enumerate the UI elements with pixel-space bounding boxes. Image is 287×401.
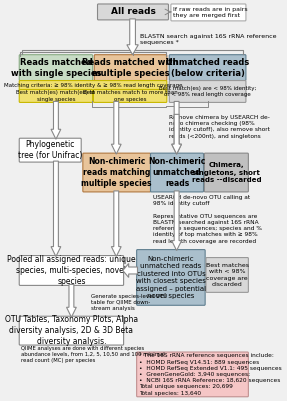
Text: Best match(es) match(es) to
single species: Best match(es) match(es) to single speci… xyxy=(16,90,96,101)
FancyBboxPatch shape xyxy=(150,153,203,192)
FancyBboxPatch shape xyxy=(19,89,93,102)
Text: Reads matched
with single species: Reads matched with single species xyxy=(11,58,101,78)
FancyBboxPatch shape xyxy=(19,316,124,345)
Polygon shape xyxy=(67,284,76,317)
FancyBboxPatch shape xyxy=(137,249,205,305)
Polygon shape xyxy=(172,101,181,154)
Text: Remove chimera by USEARCH de-
novo chimera checking (98%
identity cutoff), also : Remove chimera by USEARCH de- novo chime… xyxy=(169,115,270,139)
Text: Non-chimeric
unmatched reads
clustered into OTUs
with closest species
assigned –: Non-chimeric unmatched reads clustered i… xyxy=(136,256,206,299)
Polygon shape xyxy=(123,263,137,277)
Text: Representative OTU sequences are
BLASTN-searched against 16S rRNA
reference sequ: Representative OTU sequences are BLASTN-… xyxy=(153,214,261,244)
Polygon shape xyxy=(111,101,121,154)
FancyBboxPatch shape xyxy=(19,255,124,286)
Text: Non-chimeric
unmatched
reads: Non-chimeric unmatched reads xyxy=(148,157,206,188)
Polygon shape xyxy=(51,161,61,257)
Text: Unmatched reads
(below criteria): Unmatched reads (below criteria) xyxy=(166,58,249,78)
Text: Best match(es) are < 98% identity;
or < 98% read length coverage: Best match(es) are < 98% identity; or < … xyxy=(159,86,256,97)
Polygon shape xyxy=(111,191,121,257)
Text: QIIME analyses are done with different species
abundance levels, from 1,2, 5, 10: QIIME analyses are done with different s… xyxy=(21,346,165,363)
FancyBboxPatch shape xyxy=(169,55,246,81)
Text: * The 16S rRNA reference sequences include:
•  HOMD RefSeq V14.51: 889 sequences: * The 16S rRNA reference sequences inclu… xyxy=(139,353,282,395)
Text: Generate species-level OTU
table for QIIME down-
stream analysis: Generate species-level OTU table for QII… xyxy=(91,294,168,311)
FancyBboxPatch shape xyxy=(19,55,93,81)
Text: Non-chimeric
reads matching
multiple species: Non-chimeric reads matching multiple spe… xyxy=(82,157,152,188)
Text: If raw reads are in pairs
they are merged first: If raw reads are in pairs they are merge… xyxy=(173,7,248,18)
FancyBboxPatch shape xyxy=(94,89,167,102)
Text: USEARCH de-novo OTU calling at
98% identity cutoff: USEARCH de-novo OTU calling at 98% ident… xyxy=(153,195,250,207)
FancyBboxPatch shape xyxy=(169,81,246,102)
Text: BLASTN search against 16S rRNA reference
sequences *: BLASTN search against 16S rRNA reference… xyxy=(140,34,277,45)
FancyBboxPatch shape xyxy=(206,257,248,292)
Text: Phylogenetic
tree (for Unifrac): Phylogenetic tree (for Unifrac) xyxy=(18,140,82,160)
Text: Reads matched with
multiple species: Reads matched with multiple species xyxy=(82,58,179,78)
Text: Best matches match to more than
one species: Best matches match to more than one spec… xyxy=(83,90,177,101)
Text: Chimera,
singletons, short
reads --discarded: Chimera, singletons, short reads --disca… xyxy=(191,162,261,183)
Text: Matching criteria: ≥ 98% identity & ≥ 98% read length coverage: Matching criteria: ≥ 98% identity & ≥ 98… xyxy=(4,83,182,88)
Text: Best matches
with < 98%
coverage are
discarded: Best matches with < 98% coverage are dis… xyxy=(206,263,249,287)
Text: OTU Tables, Taxonomy Plots, Alpha
diversity analysis, 2D & 3D Beta
diversity ana: OTU Tables, Taxonomy Plots, Alpha divers… xyxy=(5,315,138,346)
FancyBboxPatch shape xyxy=(204,153,248,192)
Polygon shape xyxy=(172,114,181,154)
FancyBboxPatch shape xyxy=(94,55,167,81)
Polygon shape xyxy=(172,191,181,251)
Polygon shape xyxy=(127,19,138,55)
FancyBboxPatch shape xyxy=(19,138,81,162)
FancyBboxPatch shape xyxy=(19,81,167,91)
Text: All reads: All reads xyxy=(110,8,156,16)
FancyBboxPatch shape xyxy=(137,352,248,397)
Text: Pooled all assigned reads: unique
species, multi-species, novel
species: Pooled all assigned reads: unique specie… xyxy=(7,255,136,286)
FancyBboxPatch shape xyxy=(98,4,168,20)
FancyBboxPatch shape xyxy=(171,4,246,21)
Polygon shape xyxy=(51,101,61,139)
FancyBboxPatch shape xyxy=(83,153,150,192)
